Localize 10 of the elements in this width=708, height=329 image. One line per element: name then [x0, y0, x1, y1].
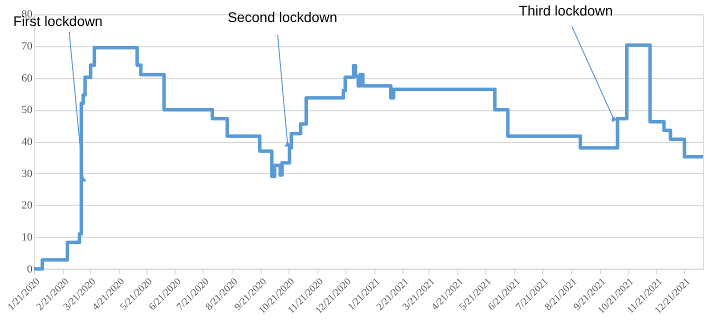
y-tick-label: 70	[21, 40, 33, 53]
y-tick-label: 40	[21, 136, 33, 148]
y-tick-label: 10	[21, 232, 33, 244]
y-tick-label: 20	[21, 200, 33, 212]
annotation: Second lockdown	[228, 8, 338, 25]
annotation: Third lockdown	[518, 2, 613, 18]
y-tick-label: 50	[21, 104, 33, 116]
y-tick-label: 60	[21, 72, 33, 84]
y-tick-label: 30	[21, 168, 33, 180]
y-tick-label: 0	[26, 263, 33, 276]
